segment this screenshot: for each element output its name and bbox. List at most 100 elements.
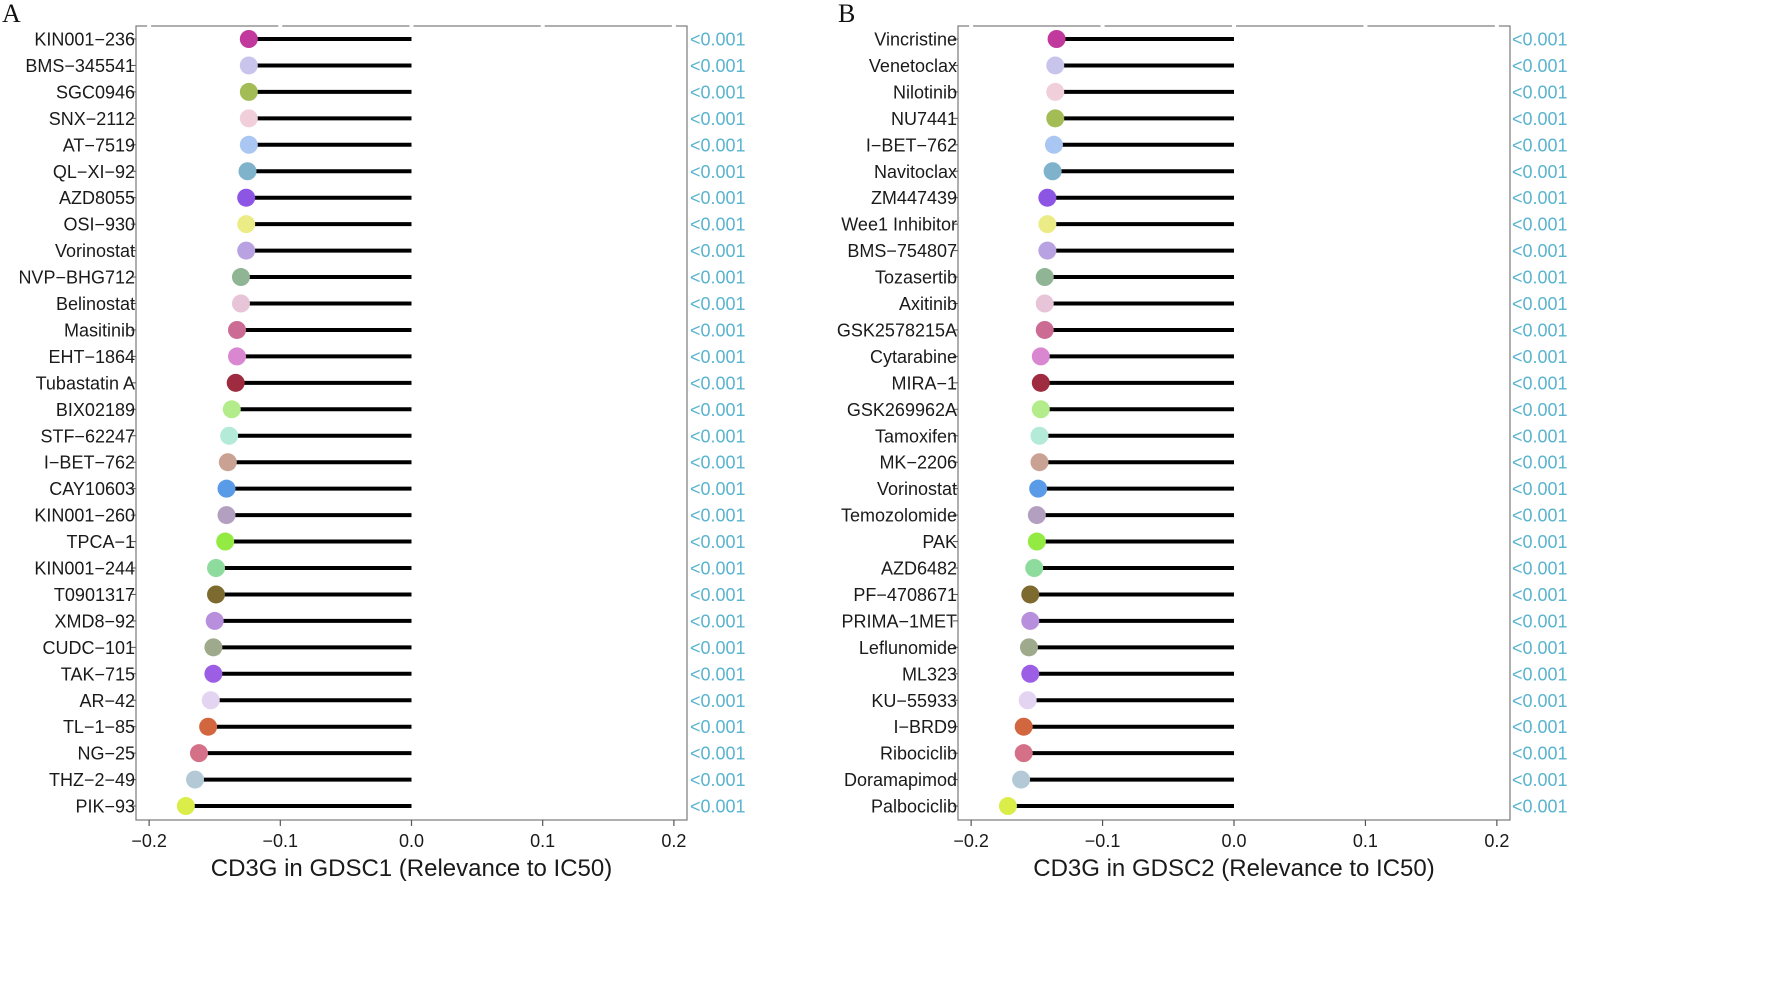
panel-b-pvalue-label: <0.001 xyxy=(1512,479,1568,499)
panel-b-lollipop-dot-6 xyxy=(1038,188,1057,207)
panel-b-drug-label: GSK269962A xyxy=(847,400,957,420)
panel-b-lollipop-dot-16 xyxy=(1030,453,1049,472)
panel-a-drug-label: NVP−BHG712 xyxy=(18,268,135,288)
panel-a-drug-label: QL−XI−92 xyxy=(53,162,135,182)
panel-b-drug-label: Nilotinib xyxy=(893,82,957,102)
panel-a-lollipop-dot-1 xyxy=(239,56,258,75)
panel-a-pvalue-label: <0.001 xyxy=(690,717,746,737)
panel-b-pvalue-label: <0.001 xyxy=(1512,135,1568,155)
panel-a-drug-label: AZD8055 xyxy=(59,188,135,208)
panel-a-drug-label: OSI−930 xyxy=(63,215,135,235)
panel-a-lollipop-dot-20 xyxy=(207,559,226,577)
panel-b-drug-label: Vorinostat xyxy=(877,479,957,499)
panel-a-lollipop-dot-24 xyxy=(204,664,223,683)
panel-b-lollipop-dot-12 xyxy=(1031,347,1050,366)
panel-b-drug-label: I−BRD9 xyxy=(893,717,957,737)
panel-a-pvalue-label: <0.001 xyxy=(690,294,746,314)
panel-b-pvalue-label: <0.001 xyxy=(1512,664,1568,684)
panel-a-drug-label: CUDC−101 xyxy=(42,638,135,658)
panel-b-lollipop-dot-5 xyxy=(1043,162,1062,181)
panel-label-b: B xyxy=(838,0,855,28)
panel-b-x-tick-label: −0.2 xyxy=(953,831,989,851)
panel-a-drug-label: KIN001−244 xyxy=(34,559,135,579)
panel-b-pvalue-label: <0.001 xyxy=(1512,770,1568,790)
panel-b-lollipop-dot-17 xyxy=(1029,479,1048,498)
panel-b-lollipop-dot-4 xyxy=(1044,135,1063,154)
panel-b-drug-label: PRIMA−1MET xyxy=(841,611,957,631)
panel-b-pvalue-label: <0.001 xyxy=(1512,215,1568,235)
panel-a-pvalue-label: <0.001 xyxy=(690,82,746,102)
panel-b-x-axis-title: CD3G in GDSC2 (Relevance to IC50) xyxy=(1033,855,1434,882)
panel-b-lollipop-dot-10 xyxy=(1035,294,1054,313)
panel-a-drug-label: I−BET−762 xyxy=(44,453,135,473)
panel-a-pvalue-label: <0.001 xyxy=(690,638,746,658)
panel-a-drug-label: TAK−715 xyxy=(61,664,135,684)
panel-a-x-tick-label: 0.0 xyxy=(399,831,424,851)
panel-b-drug-label: MIRA−1 xyxy=(891,373,957,393)
panel-b-pvalue-label: <0.001 xyxy=(1512,691,1568,711)
panel-a-x-tick-label: −0.2 xyxy=(131,831,167,851)
panel-b-drug-label: NU7441 xyxy=(891,109,957,129)
panel-a-drug-label: SGC0946 xyxy=(56,82,135,102)
panel-a-lollipop-dot-19 xyxy=(216,532,235,551)
panel-b-pvalue-label: <0.001 xyxy=(1512,30,1568,50)
panel-b-pvalue-label: <0.001 xyxy=(1512,638,1568,658)
panel-b-drug-label: Leflunomide xyxy=(859,638,957,658)
panel-a-drug-label: THZ−2−49 xyxy=(49,770,135,790)
panel-a-drug-label: BMS−345541 xyxy=(25,56,135,76)
panel-b-drug-label: ZM447439 xyxy=(871,188,957,208)
panel-a-pvalue-label: <0.001 xyxy=(690,770,746,790)
panel-b-pvalue-label: <0.001 xyxy=(1512,241,1568,261)
panel-b-pvalue-label: <0.001 xyxy=(1512,373,1568,393)
panel-b-pvalue-label: <0.001 xyxy=(1512,268,1568,288)
panel-a-lollipop-dot-15 xyxy=(220,426,239,445)
panel-a-drug-label: Belinostat xyxy=(56,294,135,314)
panel-a-pvalue-label: <0.001 xyxy=(690,426,746,446)
panel-b-pvalue-label: <0.001 xyxy=(1512,585,1568,605)
panel-b-lollipop-dot-1 xyxy=(1046,56,1065,75)
panel-b-lollipop-dot-9 xyxy=(1035,268,1054,287)
panel-b-pvalue-label: <0.001 xyxy=(1512,717,1568,737)
panel-b-pvalue-label: <0.001 xyxy=(1512,347,1568,367)
panel-a-lollipop-dot-16 xyxy=(218,453,237,472)
panel-a-drug-label: CAY10603 xyxy=(49,479,135,499)
panel-a-lollipop-dot-13 xyxy=(226,373,245,392)
panel-a-pvalue-label: <0.001 xyxy=(690,453,746,473)
panel-a-lollipop-dot-0 xyxy=(239,30,258,48)
panel-a-drug-label: TPCA−1 xyxy=(66,532,135,552)
panel-a-pvalue-label: <0.001 xyxy=(690,797,746,817)
panel-b-lollipop-dot-13 xyxy=(1031,373,1050,392)
panel-b-drug-label: ML323 xyxy=(902,664,957,684)
panel-b-lollipop-dot-7 xyxy=(1038,215,1057,234)
panel-a-pvalue-label: <0.001 xyxy=(690,611,746,631)
panel-b-pvalue-label: <0.001 xyxy=(1512,109,1568,129)
panel-b-pvalue-label: <0.001 xyxy=(1512,426,1568,446)
panel-a-drug-label: XMD8−92 xyxy=(54,611,135,631)
panel-b-drug-label: PAK xyxy=(922,532,957,552)
panel-a-lollipop-dot-8 xyxy=(237,241,256,260)
panel-b-pvalue-label: <0.001 xyxy=(1512,453,1568,473)
panel-a-pvalue-label: <0.001 xyxy=(690,135,746,155)
panel-a-lollipop-dot-3 xyxy=(239,109,258,128)
panel-b-lollipop-dot-3 xyxy=(1046,109,1065,128)
panel-a-x-axis-title: CD3G in GDSC1 (Relevance to IC50) xyxy=(211,855,612,882)
panel-b-pvalue-label: <0.001 xyxy=(1512,744,1568,764)
panel-b-drug-label: GSK2578215A xyxy=(837,320,957,340)
panel-b-lollipop-dot-23 xyxy=(1019,638,1038,657)
panel-a-pvalue-label: <0.001 xyxy=(690,400,746,420)
panel-a-x-tick-label: 0.1 xyxy=(530,831,555,851)
panel-b-pvalue-label: <0.001 xyxy=(1512,188,1568,208)
panel-a-lollipop-dot-18 xyxy=(217,506,236,525)
panel-a-pvalue-label: <0.001 xyxy=(690,373,746,393)
panel-a-lollipop-dot-26 xyxy=(199,717,218,736)
panel-a-pvalue-label: <0.001 xyxy=(690,479,746,499)
panel-b-drug-label: Palbociclib xyxy=(871,797,957,817)
panel-b-x-tick-label: 0.2 xyxy=(1484,831,1509,851)
panel-a-pvalue-label: <0.001 xyxy=(690,320,746,340)
panel-a-drug-label: AR−42 xyxy=(79,691,135,711)
panel-a-lollipop-dot-14 xyxy=(222,400,241,419)
panel-b-x-tick-label: −0.1 xyxy=(1085,831,1121,851)
panel-a-lollipop-dot-22 xyxy=(205,611,224,630)
panel-a-pvalue-label: <0.001 xyxy=(690,744,746,764)
